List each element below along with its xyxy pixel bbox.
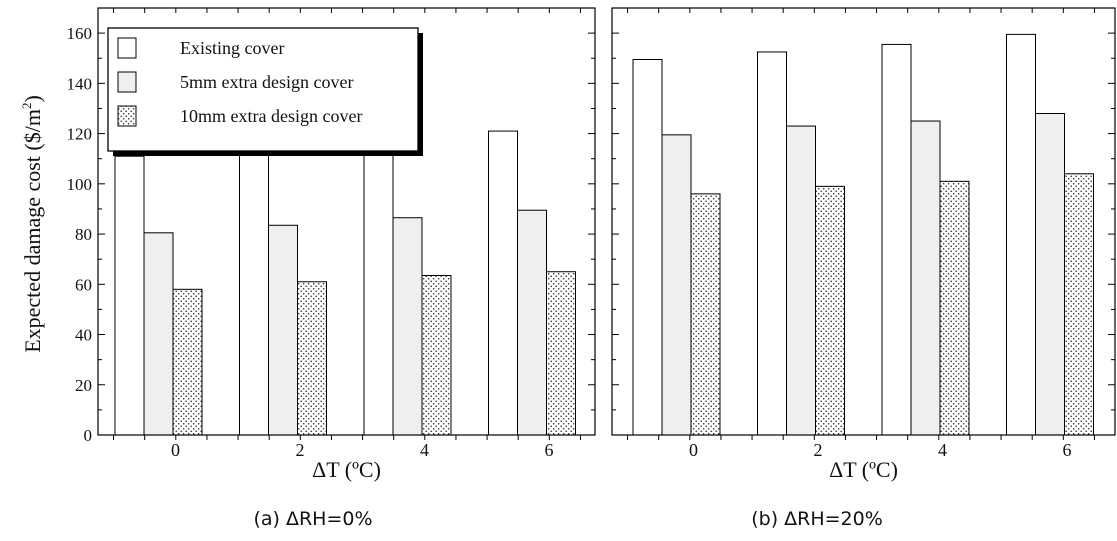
plot-frame-b [611, 7, 1116, 436]
legend-label-existing: Existing cover [180, 38, 284, 58]
plot-frame-a [97, 7, 596, 436]
bar-a-5mm-4 [392, 217, 423, 436]
x-tick-label-b-0: 0 [689, 440, 698, 460]
bar-a-existing-2 [239, 145, 269, 436]
panel-b-chart: 0 2 4 6 ΔT (ºC) [611, 7, 1116, 482]
legend-swatch-5mm [117, 71, 137, 93]
y-tick-label: 20 [75, 376, 92, 395]
legend-swatch-existing [117, 37, 137, 59]
y-tick-label: 160 [67, 24, 93, 43]
bar-b-existing-0 [632, 58, 663, 436]
y-tick-label: 120 [67, 125, 93, 144]
bar-a-10mm-6 [546, 271, 576, 436]
legend-label-10mm: 10mm extra design cover [180, 106, 362, 126]
x-tick-label-b-2: 2 [814, 440, 823, 460]
bar-a-5mm-0 [143, 232, 174, 436]
legend-label-5mm: 5mm extra design cover [180, 72, 353, 92]
bar-b-5mm-6 [1035, 112, 1065, 436]
x-tick-label-a-4: 4 [420, 440, 429, 460]
bar-a-10mm-0 [172, 288, 203, 436]
panel-b-caption: (b) ΔRH=20% [751, 508, 883, 530]
y-tick-label: 140 [67, 74, 93, 93]
x-tick-label-a-2: 2 [296, 440, 305, 460]
bar-b-existing-6 [1006, 33, 1036, 436]
bar-a-5mm-6 [517, 209, 547, 436]
y-tick-label: 0 [84, 426, 93, 445]
bar-b-existing-2 [757, 51, 787, 436]
bar-b-10mm-4 [939, 180, 970, 436]
y-tick-label: 40 [75, 326, 92, 345]
bar-b-10mm-0 [690, 193, 721, 436]
bar-a-existing-6 [488, 130, 518, 436]
bar-b-5mm-4 [910, 120, 941, 436]
bar-a-10mm-2 [297, 281, 327, 436]
panel-a-caption: (a) ΔRH=0% [253, 508, 373, 530]
legend-box [107, 27, 419, 152]
bar-a-existing-4 [363, 136, 394, 436]
bar-b-5mm-2 [786, 125, 816, 436]
panel-a-chart: 0 20 40 60 80 100 120 140 160 0 2 4 6 ΔT (ºC) [67, 7, 596, 482]
bar-b-10mm-2 [815, 185, 845, 436]
y-axis-label: Expected damage cost ($/m2) [19, 95, 45, 353]
legend: Existing cover 5mm extra design cover 10… [107, 27, 423, 156]
x-axis-label-a: ΔT (ºC) [312, 457, 381, 482]
bar-a-5mm-2 [268, 224, 298, 436]
y-tick-label: 100 [67, 175, 93, 194]
x-tick-label-a-6: 6 [545, 440, 554, 460]
bar-b-existing-4 [881, 43, 912, 436]
x-tick-label-a-0: 0 [171, 440, 180, 460]
y-tick-label: 60 [75, 275, 92, 294]
y-tick-label: 80 [75, 225, 92, 244]
bar-a-10mm-4 [421, 275, 452, 436]
bar-b-5mm-0 [661, 134, 692, 436]
x-axis-label-b: ΔT (ºC) [829, 457, 898, 482]
bar-a-existing-0 [114, 155, 145, 436]
bar-b-10mm-6 [1064, 173, 1094, 436]
legend-swatch-10mm [117, 105, 137, 127]
x-tick-label-b-4: 4 [938, 440, 947, 460]
x-tick-label-b-6: 6 [1063, 440, 1072, 460]
